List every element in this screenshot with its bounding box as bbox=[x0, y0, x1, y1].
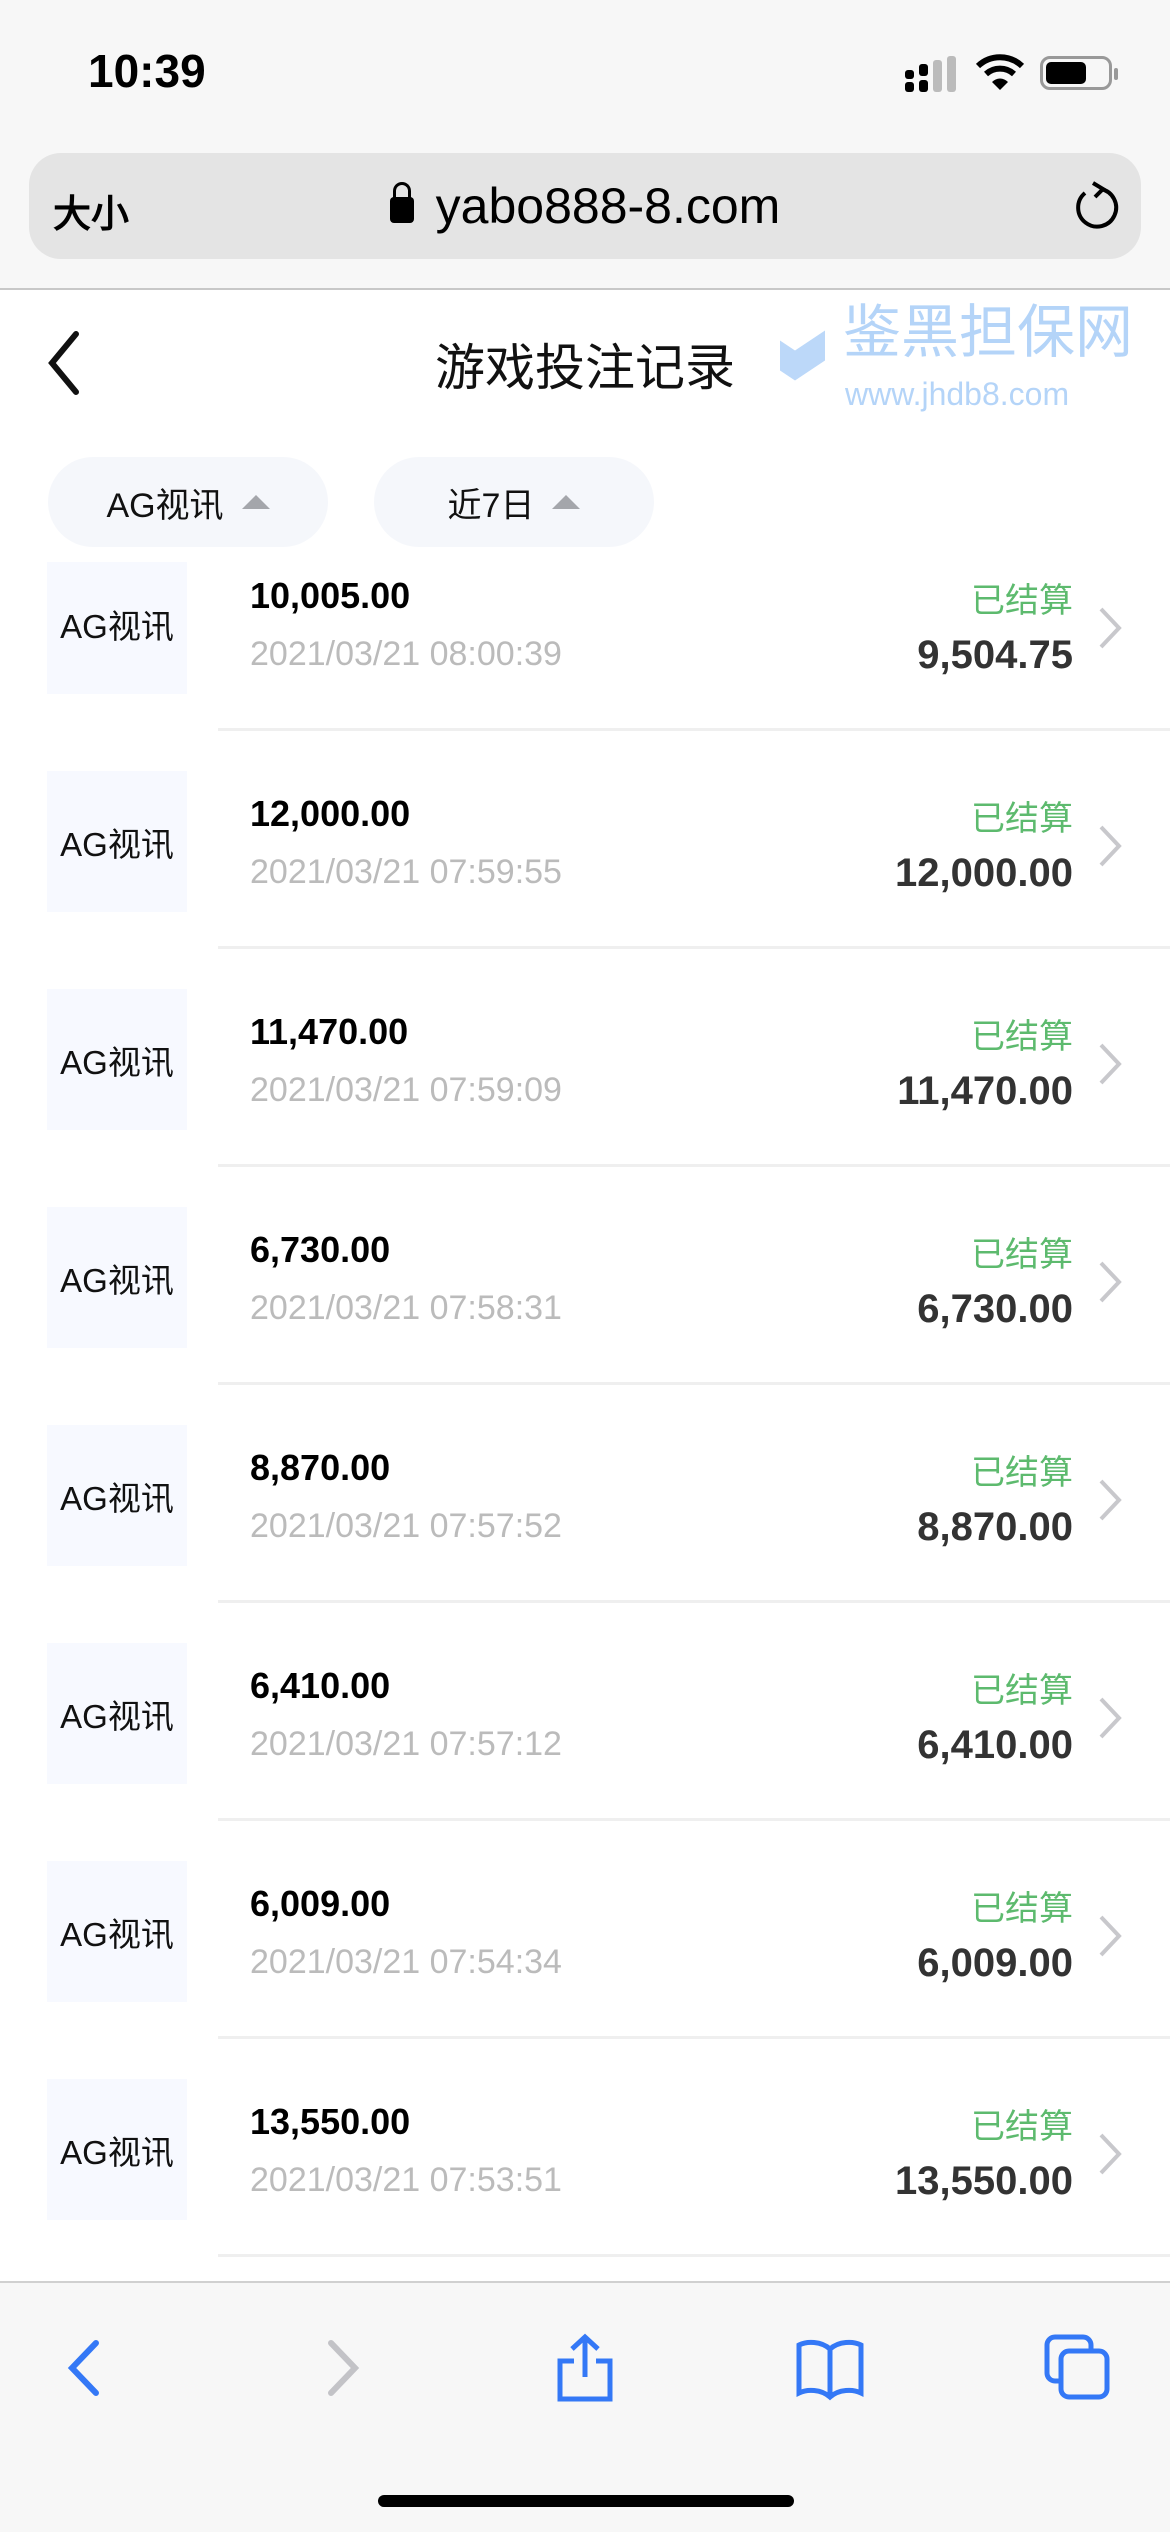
platform-logo: AG视讯 bbox=[47, 562, 187, 694]
bet-time: 2021/03/21 07:59:55 bbox=[250, 853, 562, 891]
chevron-right-icon bbox=[1099, 825, 1122, 867]
page-header: 游戏投注记录 bbox=[0, 292, 1170, 442]
bet-amount: 8,870.00 bbox=[250, 1447, 391, 1488]
bet-time: 2021/03/21 07:59:09 bbox=[250, 1071, 562, 1109]
bet-amount: 13,550.00 bbox=[250, 2101, 411, 2142]
url-text[interactable]: yabo888-8.com bbox=[435, 178, 781, 234]
bet-record-row[interactable]: AG视讯 8,870.00 2021/03/21 07:57:52 已结算 8,… bbox=[0, 1385, 1170, 1603]
status-badge: 已结算 bbox=[971, 2108, 1073, 2146]
address-bar[interactable]: 大小 yabo888-8.com bbox=[29, 153, 1141, 259]
lock-icon bbox=[389, 181, 414, 223]
chevron-right-icon bbox=[1099, 1697, 1122, 1739]
payout-amount: 12,000.00 bbox=[895, 851, 1073, 895]
platform-logo: AG视讯 bbox=[47, 1643, 187, 1784]
platform-logo: AG视讯 bbox=[47, 2079, 187, 2220]
payout-amount: 6,410.00 bbox=[917, 1723, 1073, 1767]
bet-record-row[interactable]: AG视讯 6,730.00 2021/03/21 07:58:31 已结算 6,… bbox=[0, 1167, 1170, 1385]
home-indicator bbox=[378, 2495, 794, 2507]
bet-amount: 6,410.00 bbox=[250, 1665, 391, 1706]
bet-record-row[interactable]: AG视讯 11,470.00 2021/03/21 07:59:09 已结算 1… bbox=[0, 949, 1170, 1167]
platform-logo: AG视讯 bbox=[47, 989, 187, 1130]
bet-time: 2021/03/21 07:53:51 bbox=[250, 2161, 562, 2199]
bet-time: 2021/03/21 07:57:12 bbox=[250, 1725, 562, 1763]
share-icon[interactable] bbox=[550, 2333, 620, 2403]
bet-record-row[interactable]: AG视讯 12,000.00 2021/03/21 07:59:55 已结算 1… bbox=[0, 731, 1170, 949]
bookmarks-icon[interactable] bbox=[795, 2333, 865, 2403]
wifi-icon bbox=[975, 54, 1025, 90]
status-badge: 已结算 bbox=[971, 1236, 1073, 1274]
payout-amount: 6,009.00 bbox=[917, 1941, 1073, 1985]
chevron-right-icon bbox=[1099, 1261, 1122, 1303]
status-time: 10:39 bbox=[88, 45, 206, 97]
bet-time: 2021/03/21 07:58:31 bbox=[250, 1289, 562, 1327]
bet-time: 2021/03/21 08:00:39 bbox=[250, 635, 562, 673]
payout-amount: 9,504.75 bbox=[917, 633, 1073, 677]
platform-logo: AG视讯 bbox=[47, 1425, 187, 1566]
battery-icon bbox=[1040, 56, 1118, 90]
browser-toolbar bbox=[0, 2281, 1170, 2532]
bet-record-row[interactable]: AG视讯 10,005.00 2021/03/21 08:00:39 已结算 9… bbox=[0, 562, 1170, 731]
status-badge: 已结算 bbox=[971, 1454, 1073, 1492]
platform-logo: AG视讯 bbox=[47, 1861, 187, 2002]
status-badge: 已结算 bbox=[971, 1672, 1073, 1710]
cellular-signal-icon bbox=[905, 56, 956, 92]
bet-record-row[interactable]: AG视讯 13,550.00 2021/03/21 07:53:51 已结算 1… bbox=[0, 2039, 1170, 2257]
platform-filter[interactable]: AG视讯 bbox=[48, 457, 328, 547]
bet-amount: 10,005.00 bbox=[250, 575, 411, 616]
bet-amount: 6,730.00 bbox=[250, 1229, 391, 1270]
bet-record-list[interactable]: AG视讯 10,005.00 2021/03/21 08:00:39 已结算 9… bbox=[0, 562, 1170, 2280]
browser-chrome-top: 10:39 大小 yabo888-8.com bbox=[0, 0, 1170, 290]
status-badge: 已结算 bbox=[971, 582, 1073, 620]
bet-amount: 12,000.00 bbox=[250, 793, 411, 834]
platform-logo: AG视讯 bbox=[47, 1207, 187, 1348]
bet-amount: 11,470.00 bbox=[250, 1011, 409, 1052]
chevron-right-icon bbox=[1099, 607, 1122, 649]
bet-time: 2021/03/21 07:57:52 bbox=[250, 1507, 562, 1545]
browser-forward-icon[interactable] bbox=[305, 2333, 375, 2403]
date-range-filter[interactable]: 近7日 bbox=[374, 457, 654, 547]
reload-icon[interactable] bbox=[1071, 181, 1121, 231]
chevron-right-icon bbox=[1099, 1043, 1122, 1085]
platform-logo: AG视讯 bbox=[47, 771, 187, 912]
bet-record-row[interactable]: AG视讯 6,410.00 2021/03/21 07:57:12 已结算 6,… bbox=[0, 1603, 1170, 1821]
bet-record-row[interactable]: AG视讯 6,009.00 2021/03/21 07:54:34 已结算 6,… bbox=[0, 1821, 1170, 2039]
payout-amount: 8,870.00 bbox=[917, 1505, 1073, 1549]
page-title: 游戏投注记录 bbox=[435, 340, 735, 396]
status-badge: 已结算 bbox=[971, 800, 1073, 838]
bet-amount: 6,009.00 bbox=[250, 1883, 391, 1924]
chevron-right-icon bbox=[1099, 1479, 1122, 1521]
payout-amount: 11,470.00 bbox=[897, 1069, 1073, 1113]
payout-amount: 13,550.00 bbox=[895, 2159, 1073, 2203]
back-chevron-icon[interactable] bbox=[40, 328, 90, 398]
status-badge: 已结算 bbox=[971, 1890, 1073, 1928]
platform-filter-label: AG视讯 bbox=[106, 486, 224, 525]
date-range-filter-label: 近7日 bbox=[447, 486, 535, 525]
status-badge: 已结算 bbox=[971, 1018, 1073, 1056]
bet-time: 2021/03/21 07:54:34 bbox=[250, 1943, 562, 1981]
payout-amount: 6,730.00 bbox=[917, 1287, 1073, 1331]
browser-back-icon[interactable] bbox=[52, 2333, 122, 2403]
caret-up-icon bbox=[552, 495, 581, 509]
chevron-right-icon bbox=[1099, 1915, 1122, 1957]
chevron-right-icon bbox=[1099, 2133, 1122, 2175]
text-size-button[interactable]: 大小 bbox=[53, 194, 130, 236]
tabs-icon[interactable] bbox=[1043, 2333, 1113, 2403]
caret-up-icon bbox=[241, 495, 270, 509]
